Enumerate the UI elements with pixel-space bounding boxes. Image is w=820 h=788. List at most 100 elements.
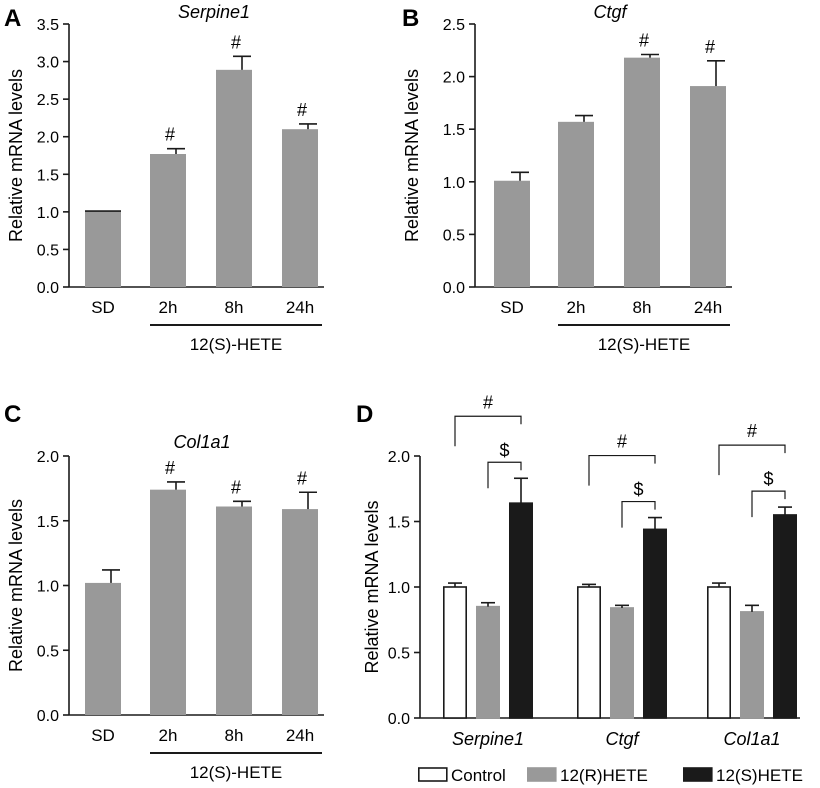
significance-mark: # xyxy=(297,468,307,488)
y-tick-label: 0.0 xyxy=(37,280,59,297)
x-tick-label: Serpine1 xyxy=(452,729,524,749)
y-tick-label: 1.5 xyxy=(388,515,410,532)
y-tick-label: 0.0 xyxy=(37,708,59,725)
bar xyxy=(558,121,594,287)
panel-a: A 0.0 0.5 1.0 1.5 2.0 2.5 3.0 3.5 Relative mRNA l… xyxy=(4,2,324,354)
x-tick-label: 8h xyxy=(633,298,652,317)
comparison-bracket xyxy=(621,500,656,528)
x-tick-label: 24h xyxy=(286,298,314,317)
comparison-symbol: # xyxy=(747,421,757,441)
significance-mark: # xyxy=(705,37,715,57)
comparison-symbol: $ xyxy=(763,469,773,489)
x-tick-label: Ctgf xyxy=(605,729,640,749)
y-tick-label: 1.5 xyxy=(37,514,59,531)
group-label: 12(S)-HETE xyxy=(598,335,691,354)
x-tick-label: 8h xyxy=(225,726,244,745)
y-axis-label: Relative mRNA levels xyxy=(402,69,422,242)
legend: Control 12(R)HETE 12(S)HETE xyxy=(417,766,803,785)
y-tick-label: 1.0 xyxy=(37,205,59,222)
legend-swatch-12-s-hete xyxy=(682,767,713,782)
bar xyxy=(282,129,318,287)
bar xyxy=(150,153,186,287)
bar-12-s-hete xyxy=(642,528,667,719)
bar-12-r-hete xyxy=(475,605,500,719)
panel-d: D 0.0 0.5 1.0 1.5 2.0 Relative mRNA levels Serp… xyxy=(356,392,800,749)
y-tick-label: 1.0 xyxy=(443,175,465,192)
chart-title: Col1a1 xyxy=(173,432,230,452)
significance-mark: # xyxy=(165,125,175,145)
panel-letter: A xyxy=(4,5,21,32)
panel-letter: C xyxy=(4,401,21,428)
significance-mark: # xyxy=(639,31,649,51)
panel-b: B 0.0 0.5 1.0 1.5 2.0 2.5 Relative mRNA levels C… xyxy=(402,2,732,354)
y-tick-label: 2.0 xyxy=(388,449,410,466)
bar-12-s-hete xyxy=(772,514,797,719)
bar-control xyxy=(442,586,467,719)
group-label: 12(S)-HETE xyxy=(190,335,283,354)
bar xyxy=(282,509,318,715)
bar-12-s-hete xyxy=(508,502,533,719)
y-axis-label: Relative mRNA levels xyxy=(362,500,382,673)
y-tick-label: 2.0 xyxy=(443,70,465,87)
comparison-bracket xyxy=(588,454,656,486)
x-tick-label: 2h xyxy=(159,726,178,745)
comparison-bracket xyxy=(487,461,522,489)
significance-mark: # xyxy=(165,458,175,478)
bar xyxy=(494,180,530,287)
chart-title: Serpine1 xyxy=(178,2,250,22)
y-tick-label: 0.5 xyxy=(388,646,410,663)
y-tick-label: 1.0 xyxy=(388,580,410,597)
significance-mark: # xyxy=(231,32,241,52)
y-tick-label: 0.5 xyxy=(37,643,59,660)
significance-mark: # xyxy=(297,100,307,120)
y-tick-label: 0.0 xyxy=(388,711,410,728)
chart-title: Ctgf xyxy=(593,2,628,22)
comparison-symbol: # xyxy=(617,432,627,452)
x-tick-label: SD xyxy=(91,726,115,745)
bar-12-r-hete xyxy=(609,607,634,719)
bar xyxy=(85,211,121,287)
y-tick-label: 2.0 xyxy=(37,449,59,466)
y-tick-label: 3.0 xyxy=(37,55,59,72)
comparison-bracket xyxy=(718,444,786,476)
comparison-symbol: $ xyxy=(633,480,643,500)
bar xyxy=(216,69,252,287)
group-label: 12(S)-HETE xyxy=(190,763,283,782)
y-tick-label: 0.5 xyxy=(37,242,59,259)
bar xyxy=(624,57,660,287)
y-tick-label: 0.5 xyxy=(443,227,465,244)
bar-control xyxy=(576,586,601,719)
significance-mark: # xyxy=(231,477,241,497)
comparison-symbol: $ xyxy=(499,440,509,460)
x-tick-label: SD xyxy=(91,298,115,317)
comparison-bracket xyxy=(454,415,522,447)
panel-letter: B xyxy=(402,5,419,32)
panel-letter: D xyxy=(356,401,373,428)
x-tick-label: 24h xyxy=(694,298,722,317)
comparison-symbol: # xyxy=(483,392,493,412)
legend-label: 12(S)HETE xyxy=(716,766,803,785)
y-tick-label: 1.0 xyxy=(37,579,59,596)
x-tick-label: 2h xyxy=(159,298,178,317)
y-tick-label: 2.5 xyxy=(443,17,465,34)
x-tick-label: 8h xyxy=(225,298,244,317)
comparison-bracket xyxy=(751,490,786,518)
y-tick-label: 1.5 xyxy=(443,122,465,139)
x-tick-label: 24h xyxy=(286,726,314,745)
x-tick-label: SD xyxy=(500,298,524,317)
bar xyxy=(216,506,252,715)
y-tick-label: 0.0 xyxy=(443,280,465,297)
y-axis-label: Relative mRNA levels xyxy=(6,499,26,672)
bar-control xyxy=(706,586,731,719)
y-tick-label: 1.5 xyxy=(37,167,59,184)
legend-label: Control xyxy=(451,766,506,785)
bar xyxy=(85,582,121,715)
y-axis-label: Relative mRNA levels xyxy=(6,69,26,242)
bar xyxy=(150,489,186,715)
panel-c: C 0.0 0.5 1.0 1.5 2.0 Relative mRNA levels Col1… xyxy=(4,401,324,782)
x-tick-label: Col1a1 xyxy=(723,729,780,749)
bar-12-r-hete xyxy=(739,611,764,719)
y-tick-label: 2.5 xyxy=(37,92,59,109)
legend-swatch-control xyxy=(417,767,448,782)
